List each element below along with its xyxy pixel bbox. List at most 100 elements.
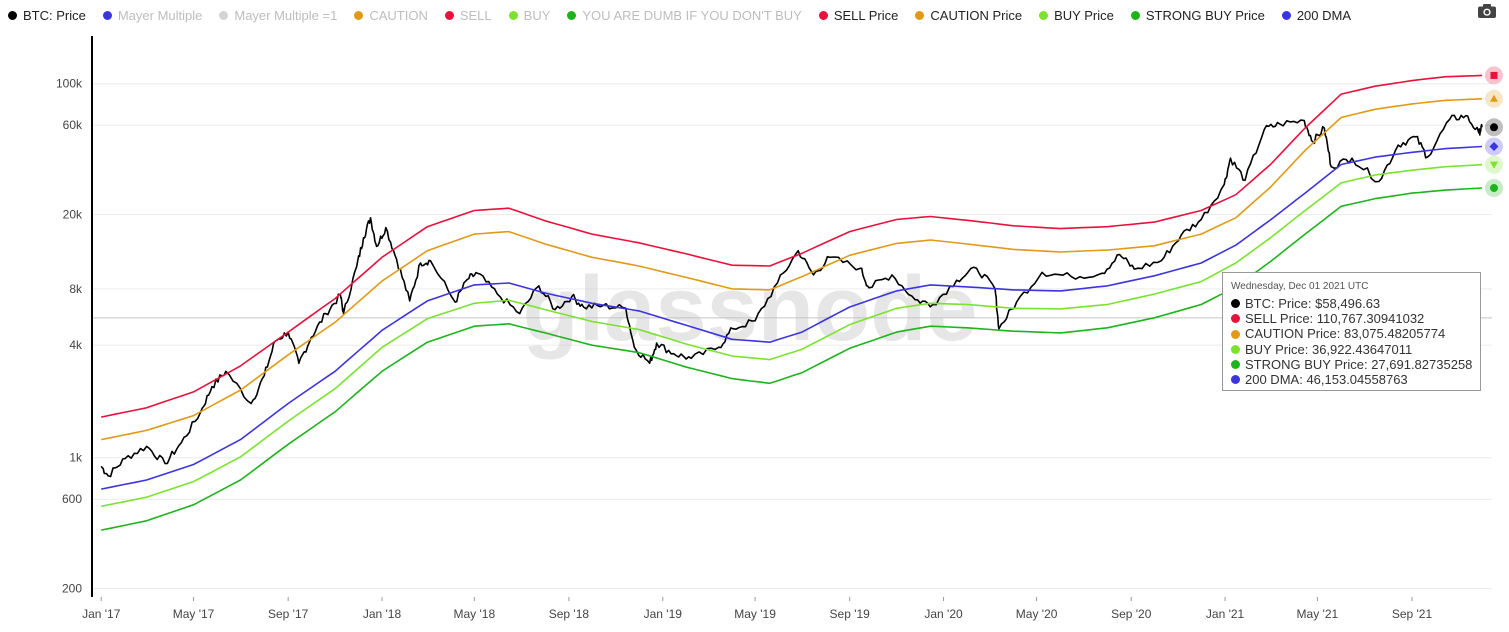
tooltip-label: STRONG BUY Price: <box>1245 356 1368 372</box>
tooltip-date: Wednesday, Dec 01 2021 UTC <box>1231 281 1369 292</box>
circle-icon <box>1231 344 1240 354</box>
tooltip-row: 200 DMA: 46,153.04558763 <box>1231 372 1472 387</box>
y-tick-label: 4k <box>69 338 83 352</box>
y-tick-label: 200 <box>62 581 82 595</box>
legend-label: Mayer Multiple =1 <box>234 7 338 23</box>
marker-dma <box>1489 142 1499 152</box>
x-axis-ticks: Jan '17 May '17 Sep '17 Jan '18 May '18 Sep '… <box>82 597 1432 621</box>
y-tick-label: 100k <box>56 77 83 91</box>
tooltip: Wednesday, Dec 01 2021 UTC BTC: Price: $… <box>1222 272 1481 391</box>
legend-item[interactable]: SELL <box>444 8 492 23</box>
x-tick-label: Sep '18 <box>549 607 590 621</box>
x-tick-label: May '19 <box>734 607 776 621</box>
tooltip-value: 83,075.48205774 <box>1343 326 1446 342</box>
series-line-dma <box>101 145 1483 490</box>
y-tick-label: 20k <box>63 207 83 221</box>
x-tick-label: Jan '19 <box>644 607 683 621</box>
legend-item[interactable]: STRONG BUY Price <box>1130 7 1265 23</box>
tooltip-value: $58,496.63 <box>1315 296 1381 311</box>
tooltip-value: 46,153.04558763 <box>1306 372 1408 388</box>
tooltip-value: 27,691.82735258 <box>1371 356 1473 372</box>
y-tick-label: 8k <box>69 282 83 296</box>
circle-icon <box>818 10 828 20</box>
tooltip-value: 36,922.43647011 <box>1311 341 1413 357</box>
tooltip-rows: BTC: Price: $58,496.63 SELL Price: 110,76… <box>1231 296 1472 387</box>
x-tick-label: Sep '21 <box>1392 607 1433 621</box>
legend-label: BUY <box>523 7 551 23</box>
legend-label: BUY Price <box>1054 7 1114 23</box>
x-tick-label: May '17 <box>173 607 215 621</box>
legend-item[interactable]: BUY <box>508 7 551 23</box>
tooltip-row: STRONG BUY Price: 27,691.82735258 <box>1231 357 1472 372</box>
chart-legend: BTC: Price Mayer Multiple Mayer Multiple =… <box>8 5 1368 25</box>
circle-icon <box>1231 314 1240 324</box>
series-line-btc <box>100 114 1483 478</box>
legend-label: SELL Price <box>833 7 899 23</box>
y-axis-ticks: 200 600 1k 4k 8k 20k 60k 100k <box>56 77 83 596</box>
tooltip-row: BUY Price: 36,922.43647011 <box>1231 342 1472 357</box>
tooltip-label: BUY Price: <box>1245 341 1309 357</box>
circle-icon <box>1130 10 1140 20</box>
y-tick-label: 1k <box>69 451 83 465</box>
x-tick-label: Jan '17 <box>82 607 121 621</box>
legend-label: CAUTION Price <box>930 7 1023 23</box>
x-tick-label: Jan '18 <box>363 607 402 621</box>
tooltip-row: SELL Price: 110,767.30941032 <box>1231 311 1472 326</box>
x-tick-label: Sep '20 <box>1111 607 1152 621</box>
circle-icon <box>354 10 364 20</box>
tooltip-label: 200 DMA: <box>1245 372 1303 388</box>
series-line-sell <box>101 74 1483 418</box>
watermark-text: glassnode <box>522 258 977 360</box>
series-line-caution <box>101 98 1483 441</box>
marker-buy <box>1490 161 1498 169</box>
tooltip-label: SELL Price: <box>1245 311 1314 327</box>
tooltip-row: CAUTION Price: 83,075.48205774 <box>1231 326 1472 341</box>
circle-icon <box>1231 375 1240 385</box>
circle-icon <box>915 10 925 20</box>
legend-item[interactable]: YOU ARE DUMB IF YOU DON'T BUY <box>567 8 802 23</box>
circle-icon <box>219 10 229 20</box>
circle-icon <box>444 10 454 20</box>
circle-icon <box>508 10 518 20</box>
legend-label: Mayer Multiple <box>117 7 203 23</box>
grid-lines <box>92 83 1492 589</box>
circle-icon <box>1231 329 1240 339</box>
circle-icon <box>1039 10 1049 20</box>
circle-icon <box>1231 359 1240 369</box>
tooltip-value: 110,767.30941032 <box>1316 311 1425 327</box>
legend-item[interactable]: 200 DMA <box>1281 7 1352 23</box>
x-tick-label: Sep '19 <box>830 607 871 621</box>
x-tick-label: May '21 <box>1297 607 1339 621</box>
x-tick-label: Jan '20 <box>924 607 963 621</box>
series-line-buy <box>101 163 1483 508</box>
legend-item[interactable]: CAUTION <box>354 8 428 23</box>
camera-icon[interactable] <box>1478 4 1496 18</box>
legend-item[interactable]: Mayer Multiple <box>102 7 203 23</box>
circle-icon <box>567 10 577 20</box>
legend-item[interactable]: BUY Price <box>1039 8 1114 23</box>
x-tick-label: May '20 <box>1016 607 1058 621</box>
legend-label: 200 DMA <box>1296 7 1352 23</box>
circle-icon <box>8 10 17 20</box>
legend-item[interactable]: CAUTION Price <box>915 8 1022 23</box>
y-tick-label: 600 <box>62 492 82 506</box>
tooltip-label: BTC: Price: <box>1245 296 1312 311</box>
tooltip-row: BTC: Price: $58,496.63 <box>1231 296 1472 311</box>
legend-item[interactable]: SELL Price <box>818 7 899 23</box>
x-tick-label: Jan '21 <box>1206 607 1245 621</box>
series-line-strong-buy <box>101 187 1483 531</box>
x-tick-label: May '18 <box>453 607 495 621</box>
series-layer <box>100 74 1483 531</box>
legend-item[interactable]: BTC: Price <box>8 8 86 23</box>
legend-label: STRONG BUY Price <box>1145 7 1265 23</box>
marker-strong-buy <box>1490 184 1498 193</box>
legend-label: CAUTION <box>369 7 428 23</box>
marker-btc <box>1490 123 1498 132</box>
marker-sell <box>1490 71 1498 79</box>
legend-label: BTC: Price <box>23 7 86 23</box>
marker-caution <box>1490 94 1498 102</box>
x-tick-label: Sep '17 <box>268 607 309 621</box>
circle-icon <box>1281 10 1291 20</box>
legend-item[interactable]: Mayer Multiple =1 <box>219 8 337 23</box>
